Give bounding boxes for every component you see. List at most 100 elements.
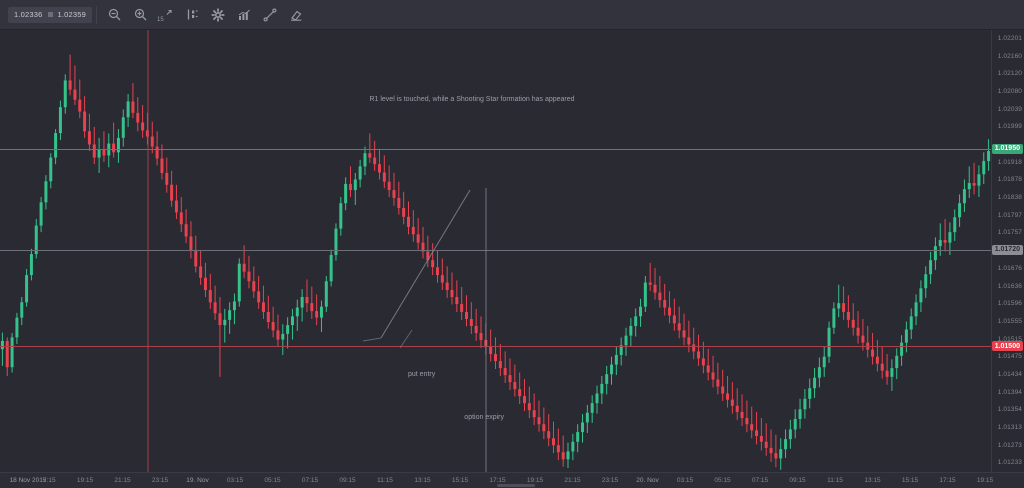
candle-body	[92, 144, 96, 158]
candle-body	[319, 306, 323, 318]
candle-body	[29, 254, 33, 276]
candle-body	[63, 80, 67, 108]
price-tick: 1.01797	[997, 211, 1022, 219]
time-tick: 17:15	[39, 477, 56, 484]
candle-body	[281, 333, 285, 340]
zoom-in-icon[interactable]	[128, 3, 152, 27]
drawing-icon[interactable]	[258, 3, 282, 27]
candle-body	[909, 316, 913, 330]
candle-body	[252, 281, 256, 292]
candle-body	[44, 181, 48, 203]
candle-body	[199, 266, 203, 278]
candle-body	[585, 412, 589, 423]
time-axis[interactable]: 18 Nov 2015 17:15 19:15 21:15 23:15 19. Nov 03…	[0, 472, 1024, 488]
candle-body	[136, 112, 140, 123]
candle-body	[68, 80, 72, 90]
candle-body	[813, 377, 817, 389]
price-axis[interactable]: 1.02201 1.02160 1.02120 1.02080 1.02039 1.019…	[991, 30, 1024, 472]
price-quote-pill[interactable]: 1.02336 1.02359	[8, 6, 93, 23]
candle-body	[189, 236, 193, 251]
level-line-3[interactable]	[0, 346, 991, 348]
time-tick: 21:15	[564, 477, 581, 484]
price-tick: 1.01918	[997, 158, 1022, 166]
price-badge-resistance[interactable]: 1.01950	[991, 143, 1023, 154]
candle-body	[885, 370, 889, 377]
candle-body	[721, 386, 725, 394]
candle-body	[440, 275, 444, 283]
annotation-label[interactable]: R1 level is touched, while a Shooting St…	[369, 96, 575, 103]
candle-body	[924, 274, 928, 289]
price-badge-support[interactable]: 1.01500	[991, 341, 1023, 352]
candle-body	[639, 306, 643, 317]
candle-body	[426, 251, 430, 261]
ask-price: 1.02359	[57, 10, 87, 19]
zoom-out-icon[interactable]	[102, 3, 126, 27]
candle-body	[460, 304, 464, 312]
candle-body	[503, 368, 507, 376]
time-tick: 09:15	[789, 477, 806, 484]
candle-body	[116, 137, 120, 153]
candle-body	[435, 267, 439, 276]
candle-body	[160, 158, 164, 173]
candle-body	[663, 300, 667, 308]
candle-body	[165, 172, 169, 185]
candle-body	[668, 307, 672, 316]
candle-body	[904, 329, 908, 343]
candle-body	[987, 151, 991, 162]
price-tick: 1.02039	[997, 105, 1022, 113]
chart-plot-area[interactable]: R1 level is touched, while a Shooting St…	[0, 30, 991, 472]
candle-body	[121, 117, 125, 138]
candle-body	[237, 263, 241, 302]
candle-body	[566, 451, 570, 460]
candle-body	[25, 275, 29, 303]
candle-body	[856, 327, 860, 336]
candle-body	[556, 445, 560, 453]
candle-body	[895, 355, 899, 369]
settings-icon[interactable]	[206, 3, 230, 27]
time-tick: 19:15	[76, 477, 94, 484]
candle-body	[315, 311, 319, 318]
price-tick: 1.01354	[997, 406, 1022, 414]
candle-body	[697, 351, 701, 359]
candle-body	[208, 290, 212, 303]
candle-body	[363, 153, 367, 167]
price-badge-current[interactable]: 1.01720	[991, 244, 1023, 255]
candle-body	[49, 157, 53, 182]
candle-body	[223, 319, 227, 326]
candle-body	[305, 297, 309, 304]
candle-body	[880, 363, 884, 371]
candle-body	[170, 184, 174, 201]
candle-body	[39, 202, 43, 226]
horizontal-scrollbar[interactable]	[497, 484, 535, 487]
indicators-icon[interactable]	[232, 3, 256, 27]
candle-body	[523, 396, 527, 404]
candle-body	[527, 403, 531, 411]
candle-body	[962, 189, 966, 204]
interval-icon[interactable]: 15	[154, 3, 178, 27]
price-tick: 1.01878	[997, 176, 1022, 184]
candle-body	[953, 217, 957, 233]
candle-body	[851, 319, 855, 328]
candle-body	[58, 107, 62, 134]
candle-body	[866, 342, 870, 350]
candle-body	[20, 302, 24, 318]
candle-body	[919, 288, 923, 303]
time-tick: 20. Nov	[636, 477, 659, 484]
candle-body	[392, 190, 396, 198]
candle-body	[571, 441, 575, 452]
level-line-1[interactable]	[0, 148, 991, 150]
level-line-2[interactable]	[0, 249, 991, 251]
annotation-label[interactable]: option expiry	[464, 414, 504, 421]
annotation-label[interactable]: put entry	[408, 371, 436, 378]
bar-type-icon[interactable]	[180, 3, 204, 27]
candle-body	[87, 131, 91, 145]
time-tick: 07:15	[301, 477, 319, 484]
time-tick: 17:15	[939, 477, 956, 484]
candle-body	[431, 260, 435, 268]
candle-body	[842, 303, 846, 312]
candle-body	[958, 203, 962, 218]
candle-body	[711, 372, 715, 380]
eraser-icon[interactable]	[284, 3, 308, 27]
candle-body	[871, 349, 875, 357]
